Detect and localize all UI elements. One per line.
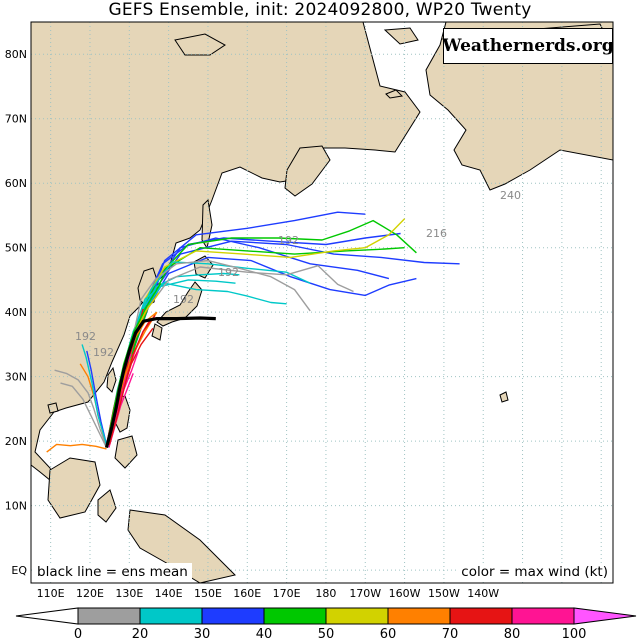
- asia-landmass: [31, 22, 421, 487]
- japan-kyushu: [151, 323, 163, 341]
- ens-mean-line: [104, 316, 216, 449]
- colorbar-segment: [139, 607, 203, 625]
- member-track: [81, 344, 108, 445]
- weathernerds-brand: Weathernerds.org: [442, 28, 614, 64]
- taiwan-island: [106, 366, 117, 393]
- longitude-label: 170W: [349, 587, 381, 600]
- longitude-label: 140W: [467, 587, 499, 600]
- member-track: [46, 443, 107, 453]
- member-track: [54, 369, 107, 445]
- track-hour-label: 240: [500, 189, 521, 202]
- colorbar-segment: [263, 607, 327, 625]
- colorbar-tick-label: 100: [562, 627, 587, 641]
- latitude-label: 80N: [5, 48, 27, 61]
- arctic-island-b: [383, 27, 419, 45]
- longitude-label: 110E: [37, 587, 65, 600]
- colorbar-tick-label: 50: [318, 627, 335, 641]
- hawaii-big-island: [499, 391, 509, 403]
- latitude-labels: EQ 10N 20N 30N 40N 50N 60N 70N 80N: [5, 48, 28, 577]
- alaska-landmass: [425, 22, 613, 191]
- color-key-note: color = max wind (kt): [457, 563, 612, 581]
- latitude-label: 30N: [5, 371, 27, 384]
- colorbar-under-arrow: [15, 607, 79, 625]
- longitude-label: 160E: [233, 587, 261, 600]
- new-guinea-island: [127, 509, 236, 583]
- track-hour-label: 192: [173, 293, 194, 306]
- lat-lon-grid: [31, 22, 613, 583]
- plot-frame: [30, 21, 614, 584]
- longitude-label: 160W: [389, 587, 421, 600]
- longitude-labels: 110E 120E 130E 140E 150E 160E 170E 180 170W 160W 1…: [37, 587, 500, 600]
- track-hour-label: 192: [218, 266, 239, 279]
- member-track: [86, 350, 108, 447]
- colorbar-segment: [449, 607, 513, 625]
- track-hour-label: 192: [93, 346, 114, 359]
- colorbar-tick-label: 80: [504, 627, 521, 641]
- latitude-label: 60N: [5, 177, 27, 190]
- colorbar-segment: [511, 607, 575, 625]
- longitude-label: 150W: [428, 587, 460, 600]
- longitude-label: 140E: [155, 587, 183, 600]
- latitude-label: 70N: [5, 113, 27, 126]
- latitude-label: 10N: [5, 500, 27, 513]
- colorbar-tick-label: 60: [380, 627, 397, 641]
- arctic-island-a: [174, 33, 226, 56]
- borneo-island: [47, 457, 101, 519]
- philippines-mindanao: [114, 435, 138, 469]
- longitude-label: 180: [315, 587, 336, 600]
- colorbar-segment: [201, 607, 265, 625]
- colorbar-segment: [325, 607, 389, 625]
- colorbar-segment: [387, 607, 451, 625]
- kamchatka-peninsula: [284, 145, 331, 197]
- longitude-label: 120E: [76, 587, 104, 600]
- colorbar-tick-label: 0: [74, 627, 82, 641]
- colorbar-tick-label: 30: [194, 627, 211, 641]
- longitude-label: 130E: [115, 587, 143, 600]
- latitude-label: 50N: [5, 242, 27, 255]
- colorbar-tick-label: 20: [132, 627, 149, 641]
- longitude-label: 150E: [194, 587, 222, 600]
- colorbar-tick-label: 40: [256, 627, 273, 641]
- track-hour-label: 216: [426, 227, 447, 240]
- latitude-label: 20N: [5, 435, 27, 448]
- colorbar-tick-label: 70: [442, 627, 459, 641]
- hainan-island: [47, 402, 59, 414]
- colorbar-over-arrow: [573, 607, 637, 625]
- member-track: [60, 382, 108, 448]
- latitude-label: EQ: [11, 564, 27, 577]
- track-hour-labels: 192 192 192 240 216 192 192: [75, 189, 521, 359]
- wrangel-island: [385, 89, 404, 99]
- latitude-label: 40N: [5, 306, 27, 319]
- track-hour-label: 192: [75, 330, 96, 343]
- page-title: GEFS Ensemble, init: 2024092800, WP20 Tw…: [108, 0, 532, 20]
- track-hour-label: 192: [278, 234, 299, 247]
- longitude-label: 170E: [273, 587, 301, 600]
- wind-colorbar: 0 20 30 40 50 60 70 80 100: [15, 607, 637, 641]
- colorbar-segment: [77, 607, 141, 625]
- member-track: [108, 314, 156, 446]
- ensemble-mean-track: [104, 316, 216, 449]
- ens-mean-note: black line = ens mean: [33, 563, 192, 581]
